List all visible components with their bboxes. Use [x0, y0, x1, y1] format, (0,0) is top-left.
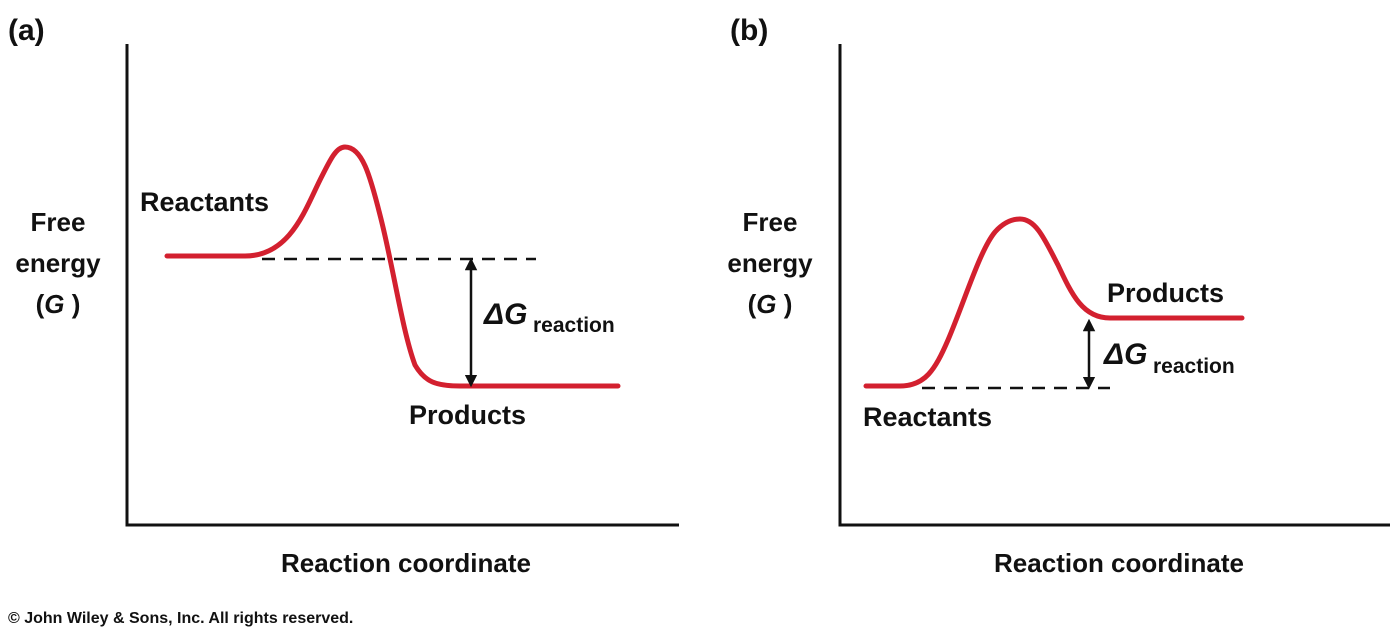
- panel-b-ylabel: Free energy (G ): [727, 207, 813, 319]
- panel-a: (a) Free energy (G ) Reactants Products …: [8, 14, 679, 527]
- panel-a-xlabel: Reaction coordinate: [281, 548, 531, 578]
- panel-b-delta-g-label: ΔG reaction: [1103, 338, 1235, 378]
- panel-a-products-label: Products: [409, 400, 526, 430]
- panel-a-delta-g-symbol: ΔG: [483, 298, 527, 331]
- panel-b-xlabel: Reaction coordinate: [994, 548, 1244, 578]
- panel-b-delta-g-symbol: ΔG: [1103, 338, 1147, 371]
- panel-b-ylabel-line2: energy: [727, 248, 813, 278]
- panel-b-products-label: Products: [1107, 278, 1224, 308]
- panel-b-letter: (b): [730, 14, 768, 47]
- panel-a-delta-g-label: ΔG reaction: [483, 298, 615, 337]
- panel-a-ylabel-line3: (G ): [36, 289, 81, 319]
- panel-a-ylabel-line2: energy: [15, 248, 101, 278]
- panel-b-reactants-label: Reactants: [863, 402, 992, 432]
- panel-a-ylabel-line1: Free: [31, 207, 86, 237]
- copyright-notice: © John Wiley & Sons, Inc. All rights res…: [8, 610, 353, 627]
- panel-b-axes: [838, 44, 1390, 527]
- panel-a-axes: [125, 44, 679, 527]
- panel-b-delta-g-subscript: reaction: [1153, 355, 1235, 378]
- panel-a-ylabel: Free energy (G ): [15, 207, 101, 319]
- panel-a-reactants-label: Reactants: [140, 187, 269, 217]
- panel-b: (b) Free energy (G ) Products Reactants …: [727, 14, 1390, 527]
- panel-b-ylabel-line3: (G ): [748, 289, 793, 319]
- panel-a-letter: (a): [8, 14, 45, 47]
- panel-b-ylabel-line1: Free: [743, 207, 798, 237]
- panel-b-energy-curve: [863, 216, 1245, 389]
- panel-a-energy-curve: [164, 144, 621, 389]
- panel-a-delta-g-subscript: reaction: [533, 314, 615, 337]
